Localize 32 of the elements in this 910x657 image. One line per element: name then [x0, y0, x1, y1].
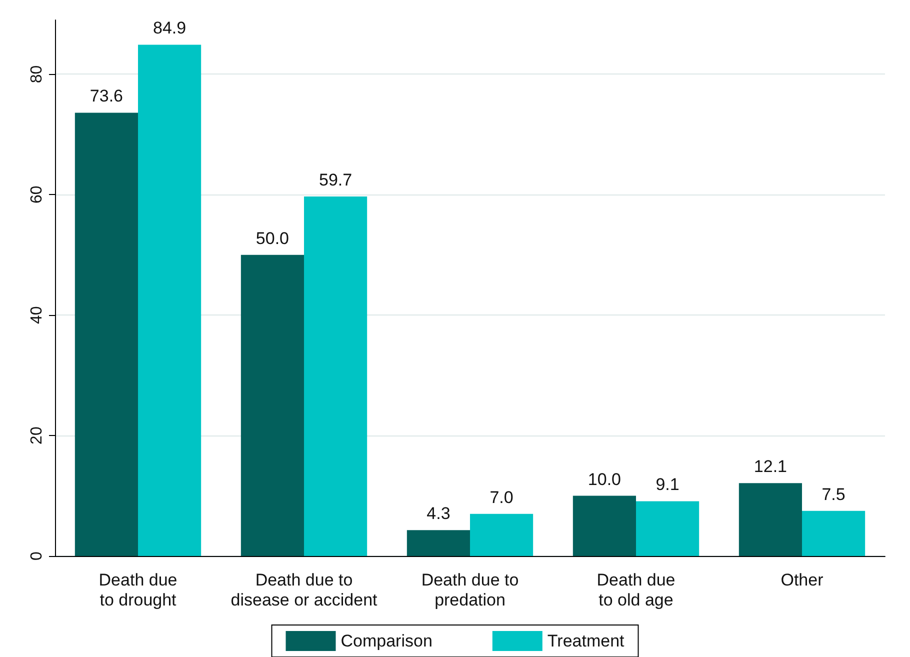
legend-label: Treatment [547, 632, 625, 650]
bar [572, 496, 636, 556]
bar [240, 254, 304, 556]
bar [304, 196, 368, 556]
data-label: 12.1 [754, 457, 788, 476]
x-tick-label: Death due to disease or accident [230, 570, 378, 610]
data-label: 10.0 [588, 470, 622, 489]
x-tick-label: Other [780, 570, 824, 590]
x-tick-label: Death due to old age [596, 570, 676, 610]
bar [802, 510, 866, 556]
data-label: 59.7 [318, 170, 352, 190]
bar [406, 530, 470, 556]
x-tick-label: Death due to predation [421, 570, 519, 610]
y-tick-label: 0 [28, 551, 46, 560]
data-label: 4.3 [426, 504, 450, 524]
data-label: 7.5 [822, 484, 846, 504]
bar [470, 514, 534, 556]
data-label: 50.0 [256, 228, 290, 248]
bar [138, 44, 202, 556]
bar [738, 483, 802, 556]
data-label: 73.6 [90, 86, 124, 106]
y-tick-label: 40 [28, 306, 46, 324]
data-label: 84.9 [152, 18, 186, 38]
x-tick-label: Death due to drought [98, 570, 178, 610]
y-tick-label: 20 [28, 426, 46, 444]
data-label: 7.0 [490, 488, 514, 507]
y-tick-label: 80 [28, 65, 46, 84]
y-tick-label: 60 [28, 186, 46, 204]
data-label: 9.1 [656, 475, 680, 494]
legend-label: Comparison [340, 632, 432, 650]
bar [74, 112, 138, 556]
bar [636, 501, 700, 556]
